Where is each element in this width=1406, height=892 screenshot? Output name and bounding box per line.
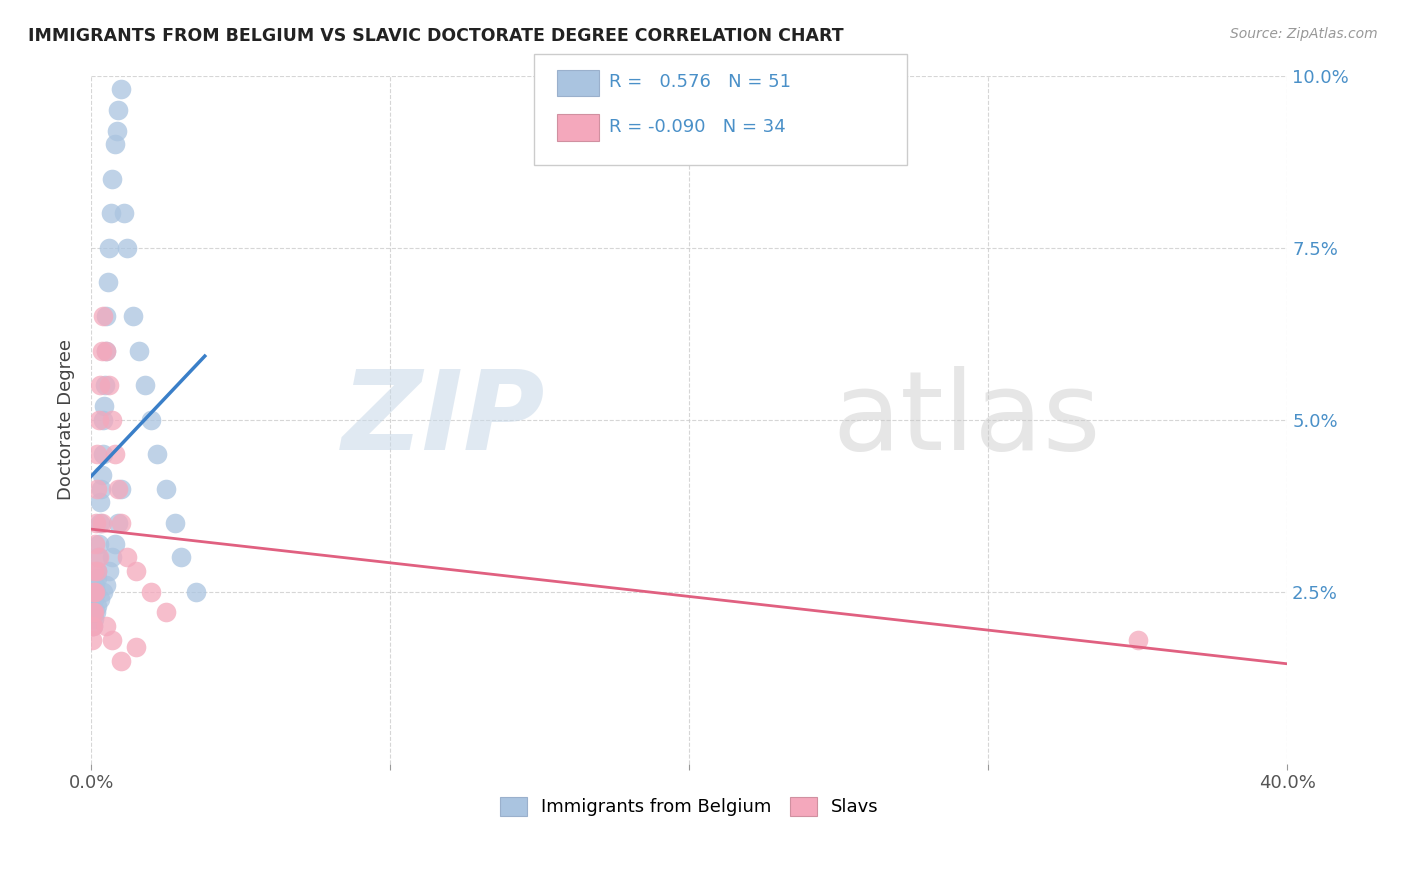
Point — [94, 619, 117, 633]
Point — [91, 447, 114, 461]
Point — [84, 606, 107, 620]
Point — [105, 123, 128, 137]
Point — [122, 310, 145, 324]
Point — [94, 343, 117, 358]
Text: IMMIGRANTS FROM BELGIUM VS SLAVIC DOCTORATE DEGREE CORRELATION CHART: IMMIGRANTS FROM BELGIUM VS SLAVIC DOCTOR… — [28, 27, 844, 45]
Point — [110, 654, 132, 668]
Point — [91, 310, 114, 324]
Point — [139, 584, 162, 599]
Point — [87, 412, 110, 426]
Legend: Immigrants from Belgium, Slavs: Immigrants from Belgium, Slavs — [492, 789, 886, 823]
Point — [83, 591, 105, 606]
Point — [82, 619, 104, 633]
Point — [83, 606, 105, 620]
Point — [82, 599, 104, 613]
Point — [87, 550, 110, 565]
Point — [125, 640, 148, 654]
Point — [104, 536, 127, 550]
Point — [86, 599, 108, 613]
Point — [115, 550, 138, 565]
Point — [115, 241, 138, 255]
Point — [89, 516, 111, 530]
Point — [90, 482, 112, 496]
Point — [94, 310, 117, 324]
Point — [101, 632, 124, 647]
Point — [82, 606, 104, 620]
Point — [93, 378, 115, 392]
Point — [110, 82, 132, 96]
Point — [86, 564, 108, 578]
Point — [104, 137, 127, 152]
Point — [101, 412, 124, 426]
Point — [93, 399, 115, 413]
Point — [155, 482, 177, 496]
Point — [87, 536, 110, 550]
Point — [107, 516, 129, 530]
Point — [89, 495, 111, 509]
Point — [139, 412, 162, 426]
Point — [1126, 632, 1149, 647]
Point — [84, 584, 107, 599]
Point — [83, 578, 105, 592]
Point — [101, 171, 124, 186]
Point — [100, 206, 122, 220]
Point — [84, 516, 107, 530]
Point — [94, 343, 117, 358]
Point — [163, 516, 186, 530]
Point — [90, 343, 112, 358]
Point — [110, 516, 132, 530]
Point — [83, 612, 105, 626]
Point — [98, 564, 121, 578]
Point — [146, 447, 169, 461]
Point — [101, 550, 124, 565]
Point — [83, 536, 105, 550]
Text: atlas: atlas — [832, 367, 1101, 473]
Point — [86, 482, 108, 496]
Point — [87, 550, 110, 565]
Point — [97, 275, 120, 289]
Point — [86, 571, 108, 585]
Text: Source: ZipAtlas.com: Source: ZipAtlas.com — [1230, 27, 1378, 41]
Point — [104, 447, 127, 461]
Point — [98, 378, 121, 392]
Point — [82, 584, 104, 599]
Point — [107, 103, 129, 117]
Point — [89, 591, 111, 606]
Point — [110, 482, 132, 496]
Point — [86, 447, 108, 461]
Point — [155, 606, 177, 620]
Point — [83, 584, 105, 599]
Point — [90, 467, 112, 482]
Point — [82, 619, 104, 633]
Point — [82, 619, 104, 633]
Point — [83, 606, 105, 620]
Point — [89, 378, 111, 392]
Point — [98, 241, 121, 255]
Point — [107, 482, 129, 496]
Point — [91, 584, 114, 599]
Text: R = -0.090   N = 34: R = -0.090 N = 34 — [609, 118, 786, 136]
Point — [128, 343, 150, 358]
Point — [94, 578, 117, 592]
Point — [91, 412, 114, 426]
Point — [112, 206, 135, 220]
Point — [83, 584, 105, 599]
Y-axis label: Doctorate Degree: Doctorate Degree — [58, 339, 75, 500]
Point — [80, 632, 103, 647]
Point — [90, 516, 112, 530]
Text: ZIP: ZIP — [342, 367, 546, 473]
Point — [134, 378, 156, 392]
Point — [86, 564, 108, 578]
Point — [125, 564, 148, 578]
Text: R =   0.576   N = 51: R = 0.576 N = 51 — [609, 73, 790, 91]
Point — [184, 584, 207, 599]
Point — [83, 564, 105, 578]
Point — [170, 550, 193, 565]
